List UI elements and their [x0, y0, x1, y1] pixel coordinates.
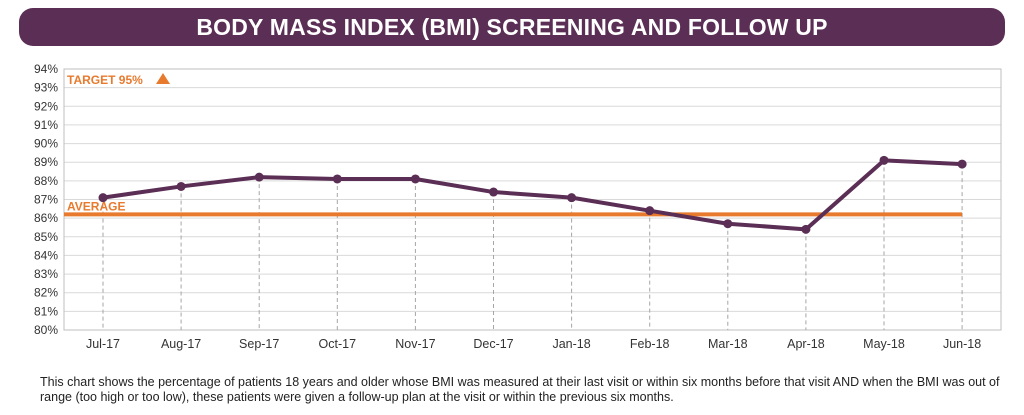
y-tick-label: 84% — [34, 248, 58, 262]
x-tick-label: Jul-17 — [86, 337, 120, 351]
y-tick-label: 91% — [34, 118, 58, 132]
data-point — [801, 224, 811, 234]
line-chart: 80% 81% 82% 83% 84% 85% 86% 87% 88% 89% 90% 91% 92% 9… — [34, 62, 1002, 351]
y-tick-label: 90% — [34, 137, 58, 151]
chart-footnote: This chart shows the percentage of patie… — [40, 375, 1000, 404]
x-tick-label: Nov-17 — [395, 337, 435, 351]
data-point — [723, 219, 733, 229]
data-point — [176, 181, 186, 191]
plot-area-border — [63, 68, 1002, 331]
data-point — [254, 172, 264, 182]
title-banner: BODY MASS INDEX (BMI) SCREENING AND FOLL… — [19, 8, 1005, 46]
x-tick-label: Aug-17 — [161, 337, 201, 351]
y-tick-label: 82% — [34, 286, 58, 300]
y-tick-label: 83% — [34, 267, 58, 281]
y-tick-label: 80% — [34, 323, 58, 337]
y-tick-label: 81% — [34, 304, 58, 318]
series-line — [102, 158, 963, 232]
data-point — [567, 193, 577, 203]
x-tick-label: Oct-17 — [319, 337, 357, 351]
data-point — [879, 155, 889, 165]
data-point — [645, 206, 655, 216]
y-tick-label: 87% — [34, 193, 58, 207]
y-tick-label: 88% — [34, 174, 58, 188]
y-tick-label: 85% — [34, 230, 58, 244]
data-point — [410, 174, 420, 184]
x-tick-label: Feb-18 — [630, 337, 670, 351]
x-tick-label: Sep-17 — [239, 337, 279, 351]
x-tick-label: Jun-18 — [943, 337, 981, 351]
x-tick-label: Jan-18 — [552, 337, 590, 351]
triangle-up-icon — [156, 73, 170, 84]
y-tick-label: 92% — [34, 99, 58, 113]
data-point — [957, 159, 967, 169]
data-point — [98, 193, 108, 203]
average-label: AVERAGE — [67, 199, 125, 213]
y-tick-label: 89% — [34, 155, 58, 169]
x-tick-label: Apr-18 — [787, 337, 825, 351]
y-tick-label: 93% — [34, 81, 58, 95]
y-tick-label: 86% — [34, 211, 58, 225]
data-point — [489, 187, 498, 197]
chart-title: BODY MASS INDEX (BMI) SCREENING AND FOLL… — [196, 14, 828, 40]
target-label: TARGET 95% — [67, 73, 143, 87]
y-tick-label: 94% — [34, 62, 58, 76]
data-point — [332, 174, 342, 184]
x-tick-label: Mar-18 — [708, 337, 748, 351]
x-tick-label: May-18 — [863, 337, 905, 351]
x-tick-label: Dec-17 — [473, 337, 513, 351]
